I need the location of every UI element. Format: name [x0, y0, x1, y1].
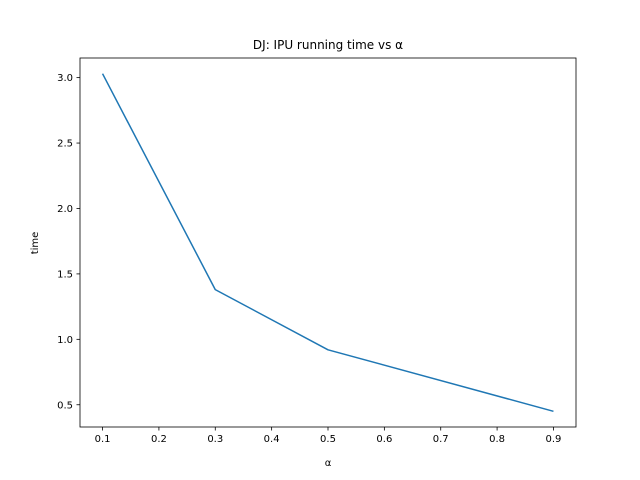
y-tick-label: 2.5 [57, 139, 73, 150]
x-tick-label: 0.7 [433, 434, 449, 445]
y-tick-label: 3.0 [57, 73, 73, 84]
y-tick-label: 2.0 [57, 204, 73, 215]
x-axis-label: α [325, 458, 332, 469]
y-tick-label: 1.0 [57, 335, 73, 346]
x-tick-label: 0.9 [546, 434, 562, 445]
x-tick-label: 0.6 [376, 434, 392, 445]
y-tick-label: 1.5 [57, 269, 73, 280]
chart-title: DJ: IPU running time vs α [253, 38, 403, 52]
x-tick-label: 0.3 [207, 434, 223, 445]
x-tick-label: 0.8 [489, 434, 505, 445]
y-axis-label: time [30, 232, 41, 255]
x-tick-label: 0.2 [151, 434, 167, 445]
x-tick-label: 0.5 [320, 434, 336, 445]
x-tick-label: 0.1 [95, 434, 111, 445]
y-tick-label: 0.5 [57, 400, 73, 411]
x-tick-label: 0.4 [264, 434, 280, 445]
plot-area: 0.1 0.2 0.3 0.4 0.5 0.6 0.7 0.8 0.9 0.5 1.0 1.5 2.0 2… [57, 57, 577, 445]
series-line [101, 73, 554, 413]
